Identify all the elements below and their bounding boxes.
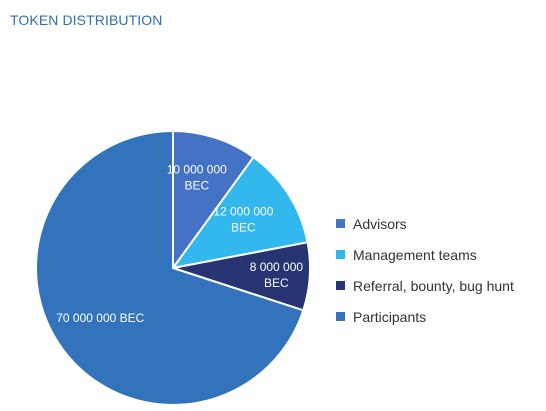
legend-swatch [336,219,345,228]
legend-swatch [336,312,345,321]
chart-legend: Advisors Management teams Referral, bounty… [336,208,541,332]
legend-label: Advisors [353,215,407,232]
legend-item: Participants [336,301,541,332]
chart-title: TOKEN DISTRIBUTION [10,12,163,28]
pie-slices [35,129,311,406]
legend-label: Referral, bounty, bug hunt [353,277,514,294]
legend-item: Advisors [336,208,541,239]
pie-labels: 10 000 000 BEC 12 000 000 BEC 8 000 000 BEC 70… [56,162,303,325]
slice-label: 70 000 000 BEC [56,311,144,325]
legend-swatch [336,250,345,259]
legend-item: Referral, bounty, bug hunt [336,270,541,301]
slice-label: 12 000 000 BEC [213,205,273,235]
slice-label: 8 000 000 BEC [250,260,304,290]
pie-slice-advisors [172,129,255,272]
pie-slice-management-teams [170,155,309,270]
legend-item: Management teams [336,239,541,270]
legend-label: Management teams [353,246,477,263]
legend-swatch [336,281,345,290]
pie-slice-participants [35,129,305,406]
slice-label: 10 000 000 BEC [167,162,227,192]
legend-label: Participants [353,308,427,325]
